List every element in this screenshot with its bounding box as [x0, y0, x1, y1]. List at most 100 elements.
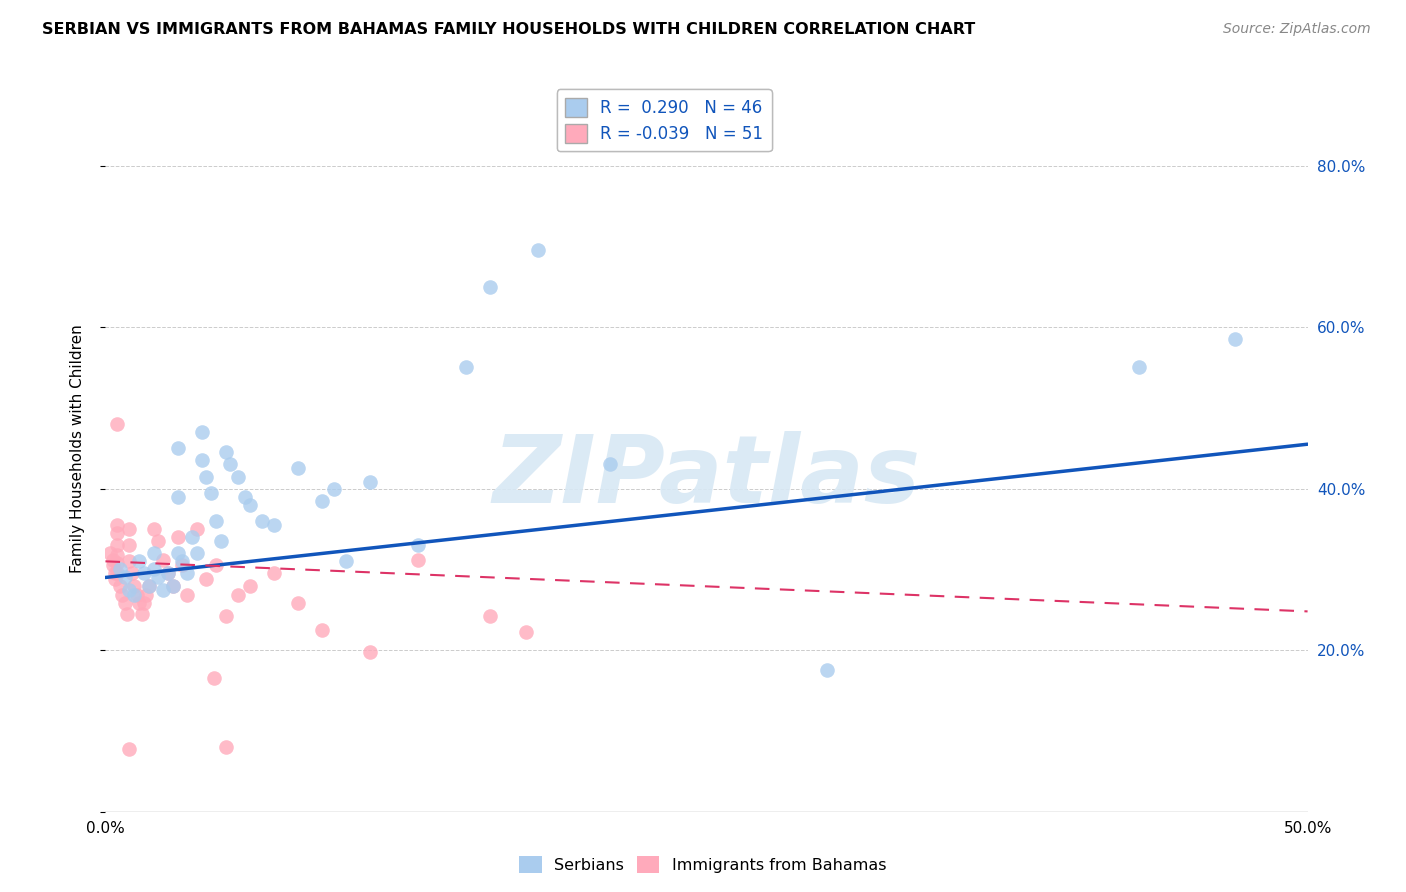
Point [263, 566, 285, 581]
Point [98, 546, 121, 560]
Point [311, 493, 333, 508]
Point [152, 552, 174, 566]
Point [115, 607, 138, 621]
Point [138, 578, 160, 592]
Point [121, 566, 143, 581]
Text: ZIPatlas: ZIPatlas [492, 432, 921, 524]
Point [287, 596, 309, 610]
Point [250, 514, 273, 528]
Point [142, 522, 165, 536]
Point [162, 578, 184, 592]
Point [200, 485, 222, 500]
Point [479, 609, 502, 624]
Point [205, 514, 228, 528]
Point [162, 578, 184, 592]
Point [152, 582, 174, 597]
Point [114, 596, 136, 610]
Point [406, 538, 429, 552]
Point [166, 546, 188, 560]
Point [209, 534, 232, 549]
Point [219, 458, 242, 472]
Point [118, 582, 141, 597]
Point [142, 562, 165, 576]
Point [233, 490, 256, 504]
Point [515, 625, 537, 640]
Legend: Serbians, Immigrants from Bahamas: Serbians, Immigrants from Bahamas [513, 849, 893, 880]
Point [104, 566, 127, 580]
Point [214, 740, 236, 755]
Point [335, 554, 357, 568]
Point [124, 578, 146, 592]
Point [166, 490, 188, 504]
Point [131, 607, 153, 621]
Point [214, 445, 236, 459]
Point [190, 453, 212, 467]
Point [148, 534, 170, 549]
Point [111, 588, 134, 602]
Point [107, 518, 129, 533]
Text: Source: ZipAtlas.com: Source: ZipAtlas.com [1223, 22, 1371, 37]
Point [138, 578, 160, 592]
Point [226, 469, 249, 483]
Point [479, 279, 502, 293]
Point [108, 578, 131, 592]
Point [101, 552, 124, 566]
Point [166, 442, 188, 455]
Point [118, 522, 141, 536]
Point [104, 572, 127, 586]
Point [118, 554, 141, 568]
Point [107, 538, 129, 552]
Point [186, 522, 208, 536]
Point [132, 596, 155, 610]
Point [359, 645, 381, 659]
Point [815, 664, 838, 678]
Point [195, 469, 218, 483]
Point [107, 526, 129, 541]
Point [156, 566, 179, 581]
Point [142, 546, 165, 560]
Point [128, 554, 150, 568]
Point [125, 588, 148, 602]
Point [107, 566, 129, 581]
Point [214, 609, 236, 624]
Point [107, 556, 129, 570]
Point [311, 623, 333, 637]
Point [205, 558, 228, 573]
Point [172, 558, 194, 573]
Point [132, 566, 155, 581]
Point [195, 572, 218, 586]
Y-axis label: Family Households with Children: Family Households with Children [70, 324, 84, 573]
Point [107, 548, 129, 562]
Point [263, 518, 285, 533]
Point [359, 475, 381, 490]
Point [176, 566, 198, 581]
Point [114, 570, 136, 584]
Point [107, 417, 129, 431]
Point [128, 596, 150, 610]
Point [172, 554, 194, 568]
Point [406, 552, 429, 566]
Point [118, 741, 141, 756]
Point [166, 530, 188, 544]
Point [186, 546, 208, 560]
Point [239, 498, 262, 512]
Point [148, 570, 170, 584]
Point [322, 482, 344, 496]
Point [226, 588, 249, 602]
Point [287, 461, 309, 475]
Legend: R =  0.290   N = 46, R = -0.039   N = 51: R = 0.290 N = 46, R = -0.039 N = 51 [557, 89, 772, 152]
Point [190, 425, 212, 439]
Point [454, 360, 477, 375]
Point [108, 562, 131, 576]
Point [1225, 332, 1247, 346]
Point [202, 672, 225, 686]
Point [101, 558, 124, 573]
Point [156, 566, 179, 581]
Point [1128, 360, 1150, 375]
Point [176, 588, 198, 602]
Point [239, 578, 262, 592]
Point [135, 588, 157, 602]
Point [124, 588, 146, 602]
Point [181, 530, 204, 544]
Text: SERBIAN VS IMMIGRANTS FROM BAHAMAS FAMILY HOUSEHOLDS WITH CHILDREN CORRELATION C: SERBIAN VS IMMIGRANTS FROM BAHAMAS FAMIL… [42, 22, 976, 37]
